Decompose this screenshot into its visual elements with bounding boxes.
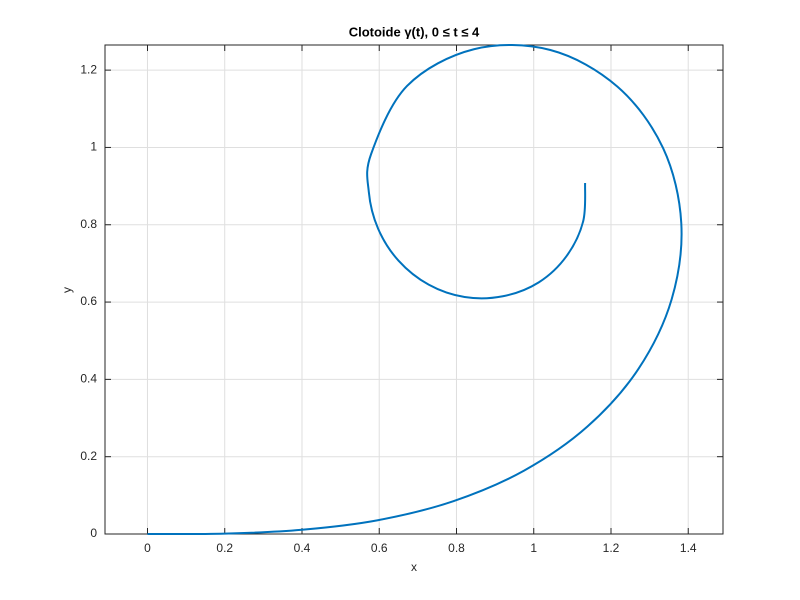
chart-title: Clotoide γ(t), 0 ≤ t ≤ 4: [349, 24, 480, 39]
x-tick-label: 0: [144, 541, 151, 555]
x-axis-label: x: [411, 560, 417, 574]
x-tick-label: 1: [530, 541, 537, 555]
plot-frame: [104, 44, 724, 535]
x-tick-label: 0.8: [448, 541, 465, 555]
x-tick-label: 1.2: [603, 541, 620, 555]
y-tick-label: 0.8: [80, 217, 97, 231]
y-tick-label: 0.2: [80, 449, 97, 463]
curve: [147, 44, 683, 536]
y-tick-label: 0.4: [80, 372, 97, 386]
y-axis-label: y: [60, 287, 74, 293]
y-tick-label: 1.2: [80, 62, 97, 76]
x-tick-label: 0.4: [294, 541, 311, 555]
y-tick-label: 1: [90, 140, 97, 154]
x-tick-label: 0.2: [216, 541, 233, 555]
x-tick-label: 1.4: [680, 541, 697, 555]
x-tick-label: 0.6: [371, 541, 388, 555]
y-tick-label: 0.6: [80, 294, 97, 308]
y-tick-label: 0: [90, 526, 97, 540]
